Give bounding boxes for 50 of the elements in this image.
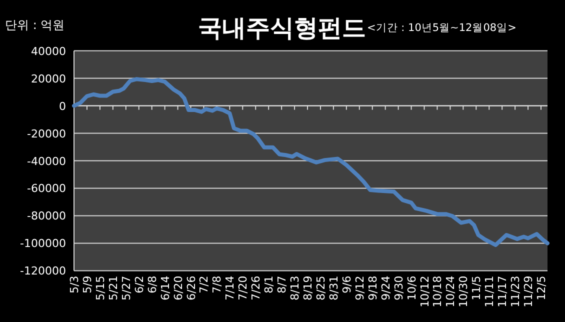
x-tick-label: 11/17 [496, 276, 510, 308]
x-tick-label: 11/11 [483, 276, 496, 308]
x-tick-label: 7/2 [198, 276, 211, 294]
x-tick-label: 10/18 [431, 276, 444, 308]
x-tick-label: 10/30 [457, 276, 470, 308]
y-axis-title: 단위 : 억원 [5, 18, 65, 32]
x-tick-label: 5/15 [94, 276, 107, 300]
x-tick-label: 8/31 [327, 276, 340, 300]
x-tick-label: 7/20 [236, 276, 250, 300]
x-tick-label: 5/3 [68, 276, 81, 294]
x-tick-label: 9/12 [353, 276, 366, 300]
y-tick-label: 0 [59, 100, 66, 113]
x-tick-label: 7/14 [224, 276, 237, 300]
x-tick-label: 8/7 [276, 276, 289, 294]
x-tick-label: 9/6 [340, 276, 354, 294]
x-tick-label: 9/18 [366, 276, 380, 300]
x-tick-label: 11/5 [470, 276, 484, 300]
x-tick-label: 11/23 [509, 276, 522, 308]
x-tick-label: 11/29 [522, 276, 536, 308]
x-tick-label: 7/26 [250, 276, 263, 300]
line-series [72, 77, 550, 247]
chart-title: 국내주식형펀드 [198, 14, 366, 42]
x-tick-label: 8/1 [262, 276, 276, 294]
x-tick-label: 5/21 [106, 276, 120, 300]
y-tick-label: -100000 [20, 237, 66, 250]
x-tick-label: 6/8 [146, 276, 159, 294]
x-tick-label: 9/24 [379, 276, 392, 300]
x-tick-label: 7/8 [210, 276, 224, 294]
x-tick-label: 8/19 [302, 276, 315, 300]
y-tick-label: -20000 [27, 127, 66, 140]
x-tick-label: 10/24 [444, 276, 458, 308]
x-tick-label: 10/12 [418, 276, 432, 308]
chart-subtitle: <기간 : 10년5월~12월08일> [367, 22, 516, 34]
x-tick-label: 5/27 [120, 276, 133, 300]
x-tick-label: 10/6 [405, 276, 418, 300]
x-tick-label: 6/20 [172, 276, 185, 300]
y-tick-label: -60000 [27, 182, 66, 196]
y-tick-label: -120000 [20, 264, 66, 278]
x-tick-label: 8/25 [314, 276, 328, 300]
y-tick-label: -40000 [27, 154, 66, 168]
x-tick-label: 9/30 [392, 276, 406, 300]
x-tick-label: 6/14 [158, 276, 172, 300]
x-tick-label: 8/13 [288, 276, 302, 300]
x-tick-label: 5/9 [80, 276, 94, 294]
y-tick-label: 40000 [31, 44, 66, 58]
x-tick-label: 6/26 [184, 276, 198, 300]
x-tick-label: 12/5 [535, 276, 548, 300]
x-tick-label: 6/2 [132, 276, 146, 294]
y-tick-label: 20000 [31, 72, 66, 86]
y-tick-label: -80000 [27, 210, 66, 223]
